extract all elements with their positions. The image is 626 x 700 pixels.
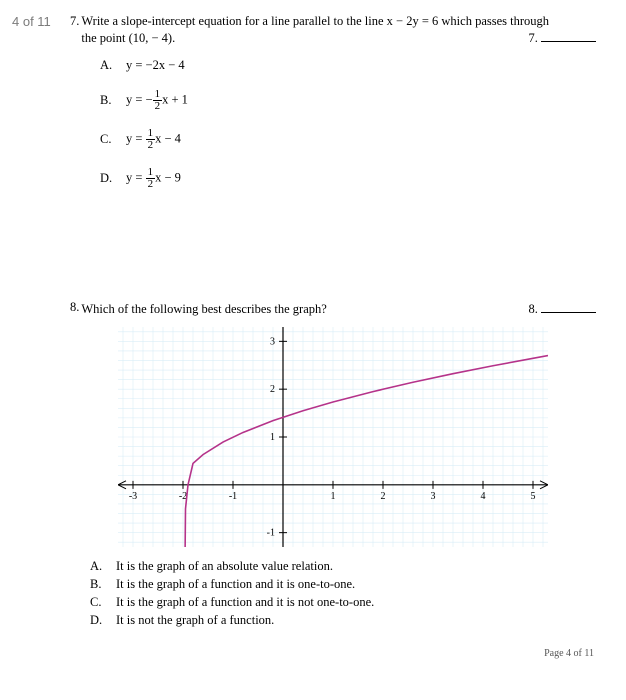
choice-text: It is the graph of a function and it is …	[116, 577, 355, 592]
q8-choices: A. It is the graph of an absolute value …	[90, 559, 596, 628]
q7-text-part1: Write a slope-intercept equation for a l…	[81, 14, 386, 28]
fraction: 12	[153, 89, 163, 112]
q7-choices: A. y = −2x − 4 B. y = −12x + 1 C. y = 12…	[100, 58, 596, 190]
question-7: 7. Write a slope-intercept equation for …	[70, 14, 596, 190]
choice-letter: B.	[90, 577, 116, 592]
svg-text:5: 5	[531, 491, 536, 502]
q7-text: Write a slope-intercept equation for a l…	[81, 14, 596, 46]
q7-choice-b[interactable]: B. y = −12x + 1	[100, 89, 596, 112]
q8-choice-c[interactable]: C. It is the graph of a function and it …	[90, 595, 596, 610]
q7-choice-a[interactable]: A. y = −2x − 4	[100, 58, 596, 73]
q8-text: Which of the following best describes th…	[81, 300, 596, 317]
q8-choice-a[interactable]: A. It is the graph of an absolute value …	[90, 559, 596, 574]
fraction: 12	[146, 167, 156, 190]
svg-text:4: 4	[481, 491, 486, 502]
q8-answer-slot: 8.	[529, 302, 597, 317]
choice-b-eq: y = −12x + 1	[126, 89, 188, 112]
q8-answer-label: 8.	[529, 302, 538, 316]
q7-choice-c[interactable]: C. y = 12x − 4	[100, 128, 596, 151]
choice-letter: D.	[90, 613, 116, 628]
q7-text-part1-end: which passes through	[438, 14, 549, 28]
svg-text:3: 3	[431, 491, 436, 502]
question-8: 8. Which of the following best describes…	[70, 300, 596, 628]
choice-letter: C.	[90, 595, 116, 610]
choice-text: It is not the graph of a function.	[116, 613, 274, 628]
choice-a-eq: y = −2x − 4	[126, 58, 185, 73]
q8-number: 8.	[70, 300, 81, 315]
choice-letter: B.	[100, 93, 126, 108]
q8-question-text: Which of the following best describes th…	[81, 302, 326, 317]
q8-chart: -3-2-112345-1123	[118, 327, 548, 547]
svg-text:-1: -1	[267, 528, 275, 539]
svg-text:3: 3	[270, 336, 275, 347]
q7-answer-slot: 7.	[529, 31, 597, 46]
choice-letter: C.	[100, 132, 126, 147]
svg-text:1: 1	[331, 491, 336, 502]
choice-letter: D.	[100, 171, 126, 186]
svg-text:-1: -1	[229, 491, 237, 502]
choice-text: It is the graph of a function and it is …	[116, 595, 374, 610]
q7-answer-blank[interactable]	[541, 41, 596, 42]
q7-text-part2: the point (10, − 4).	[81, 31, 175, 46]
choice-c-eq: y = 12x − 4	[126, 128, 181, 151]
q8-answer-blank[interactable]	[541, 312, 596, 313]
q8-choice-b[interactable]: B. It is the graph of a function and it …	[90, 577, 596, 592]
q7-choice-d[interactable]: D. y = 12x − 9	[100, 167, 596, 190]
q7-answer-label: 7.	[529, 31, 538, 45]
svg-text:2: 2	[270, 384, 275, 395]
page-counter: 4 of 11	[12, 14, 51, 29]
fraction: 12	[146, 128, 156, 151]
choice-letter: A.	[90, 559, 116, 574]
svg-text:1: 1	[270, 432, 275, 443]
q7-inline-eq: x − 2y = 6	[387, 14, 439, 28]
choice-text: It is the graph of an absolute value rel…	[116, 559, 333, 574]
choice-letter: A.	[100, 58, 126, 73]
svg-text:2: 2	[381, 491, 386, 502]
choice-d-eq: y = 12x − 9	[126, 167, 181, 190]
page-footer: Page 4 of 11	[70, 648, 596, 659]
q7-number: 7.	[70, 14, 81, 29]
svg-text:-3: -3	[129, 491, 137, 502]
q8-choice-d[interactable]: D. It is not the graph of a function.	[90, 613, 596, 628]
page-content: 7. Write a slope-intercept equation for …	[70, 0, 596, 659]
